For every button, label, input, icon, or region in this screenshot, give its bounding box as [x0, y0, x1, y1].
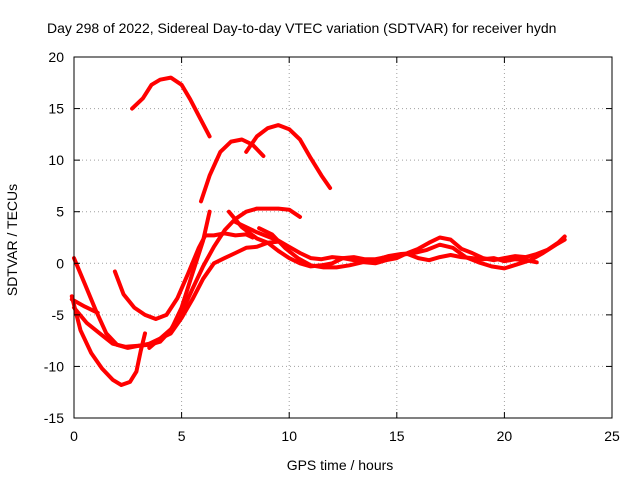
grid [74, 57, 612, 418]
y-tick-label: -10 [44, 358, 64, 374]
data-series [69, 75, 567, 387]
x-axis-label: GPS time / hours [287, 457, 394, 473]
x-tick-label: 0 [70, 428, 78, 444]
y-axis-label: SDTVAR / TECUs [4, 184, 20, 296]
x-tick-label: 10 [281, 428, 297, 444]
x-tick-label: 5 [178, 428, 186, 444]
series-line-arc-6 [112, 231, 255, 321]
axis-ticks: 0 5 10 15 20 25 -15 -10 -5 0 5 10 15 20 [44, 49, 620, 444]
x-tick-label: 25 [604, 428, 620, 444]
y-tick-label: 15 [48, 101, 64, 117]
x-tick-label: 20 [497, 428, 513, 444]
plot-frame [73, 56, 613, 419]
y-tick-label: -15 [44, 410, 64, 426]
y-tick-label: 0 [56, 255, 64, 271]
y-tick-label: -5 [52, 307, 65, 323]
y-tick-label: 5 [56, 204, 64, 220]
series-line-arc-2 [199, 137, 266, 204]
series-line-arc-9 [147, 206, 302, 350]
series-line-arc-12 [257, 226, 567, 271]
chart-title: Day 298 of 2022, Sidereal Day-to-day VTE… [47, 20, 556, 36]
x-tick-label: 15 [389, 428, 405, 444]
series-line-arc-4 [69, 294, 147, 387]
series-line-arc-7 [72, 239, 281, 349]
y-tick-label: 10 [48, 152, 64, 168]
y-tick-label: 20 [48, 49, 64, 65]
series-line-arc-8 [69, 297, 100, 315]
series-line-arc-1 [130, 75, 212, 139]
series-line-arc-3 [244, 123, 333, 190]
